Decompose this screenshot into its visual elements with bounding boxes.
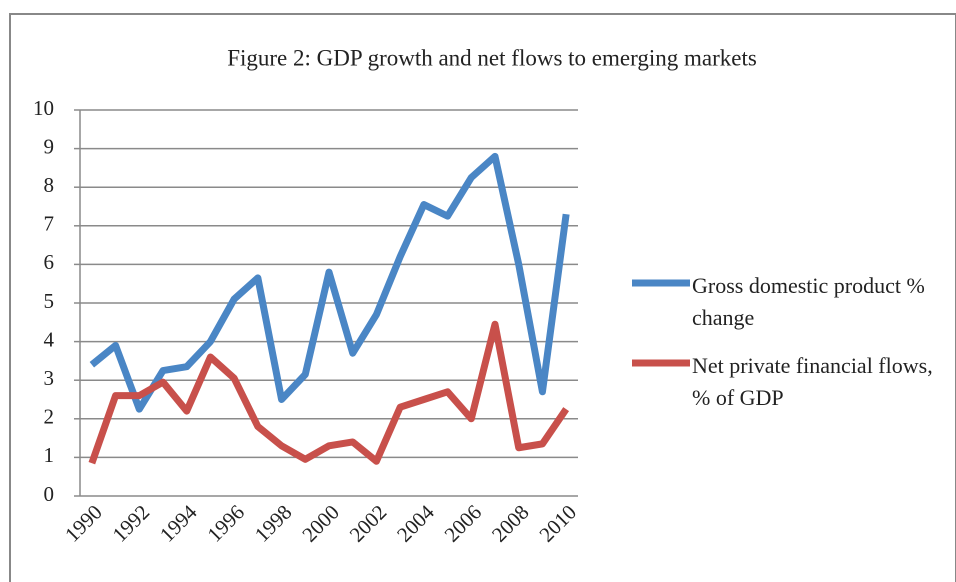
series-line (88, 320, 570, 465)
x-tick-label: 1998 (250, 500, 297, 547)
y-tick-label: 3 (44, 366, 55, 390)
x-tick-label: 2010 (534, 500, 581, 547)
frame (9, 13, 956, 582)
y-tick-label: 6 (44, 250, 55, 274)
y-tick-label: 0 (44, 482, 55, 506)
chart-title: Figure 2: GDP growth and net flows to em… (227, 45, 757, 70)
legend-label: Net private financial flows, % of GDP (692, 353, 933, 410)
x-tick-label: 1990 (60, 500, 107, 547)
y-tick-label: 4 (44, 327, 55, 351)
x-tick-label: 2008 (487, 500, 534, 547)
x-tick-label: 2000 (297, 500, 344, 547)
y-tick-label: 8 (44, 173, 55, 197)
legend-label: Gross domestic product % change (692, 273, 925, 330)
x-tick-label: 1996 (202, 500, 249, 547)
x-tick-label: 1992 (108, 500, 155, 547)
y-tick-label: 7 (44, 212, 55, 236)
series-line (89, 152, 570, 413)
x-tick-label: 2002 (345, 500, 392, 547)
x-tick-label: 2006 (440, 500, 487, 547)
y-tick-label: 2 (44, 405, 55, 429)
y-tick-label: 1 (44, 443, 55, 467)
y-tick-label: 10 (33, 96, 54, 120)
x-tick-label: 1994 (155, 500, 202, 547)
x-tick-label: 2004 (392, 500, 439, 547)
y-tick-label: 9 (44, 134, 55, 158)
y-tick-label: 5 (44, 289, 55, 313)
